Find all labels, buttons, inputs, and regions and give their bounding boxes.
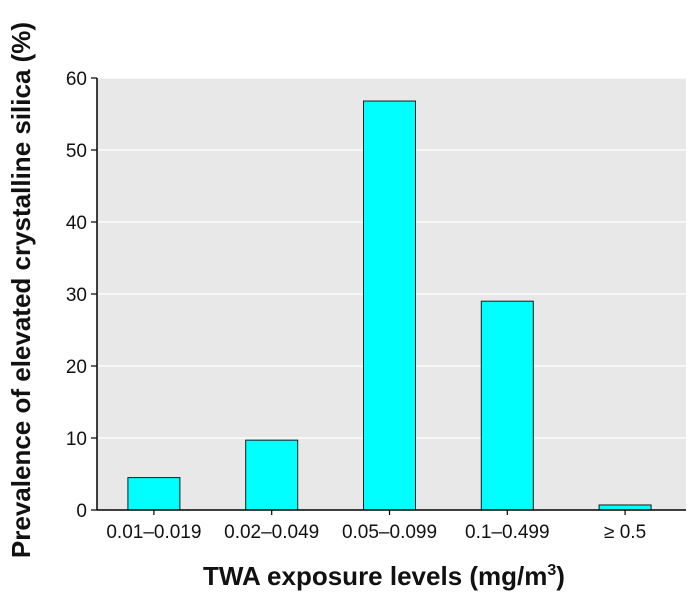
y-tick-label: 20	[66, 357, 87, 378]
y-tick-label: 50	[66, 141, 87, 162]
x-tick-label: 0.02–0.049	[224, 522, 319, 543]
y-axis-title: Prevalence of elevated crystalline silic…	[6, 22, 36, 558]
x-axis-title-suffix: )	[556, 561, 565, 591]
x-tick-label: 0.05–0.099	[342, 522, 437, 543]
x-axis-title-main: TWA exposure levels (mg/m	[203, 561, 547, 591]
bar	[127, 477, 181, 511]
y-tick-label: 0	[76, 501, 87, 522]
y-tick-label: 30	[66, 285, 87, 306]
y-axis-ticks: 0 10 20 30 40 50 60	[66, 69, 97, 522]
y-tick-label: 10	[66, 429, 87, 450]
bars	[127, 100, 652, 511]
bar	[480, 300, 534, 511]
x-tick-label: ≥ 0.5	[604, 522, 646, 543]
x-axis-title-superscript: 3	[547, 562, 556, 579]
bar	[363, 100, 416, 511]
y-tick-label: 40	[66, 213, 87, 234]
bar	[245, 439, 299, 511]
x-axis-ticks: 0.01–0.019 0.02–0.049 0.05–0.099 0.1–0.499 ≥…	[106, 510, 646, 543]
bar	[598, 504, 652, 511]
x-axis-title: TWA exposure levels (mg/m3)	[203, 561, 565, 591]
x-tick-label: 0.1–0.499	[465, 522, 550, 543]
x-tick-label: 0.01–0.019	[106, 522, 201, 543]
y-tick-label: 60	[66, 69, 87, 90]
